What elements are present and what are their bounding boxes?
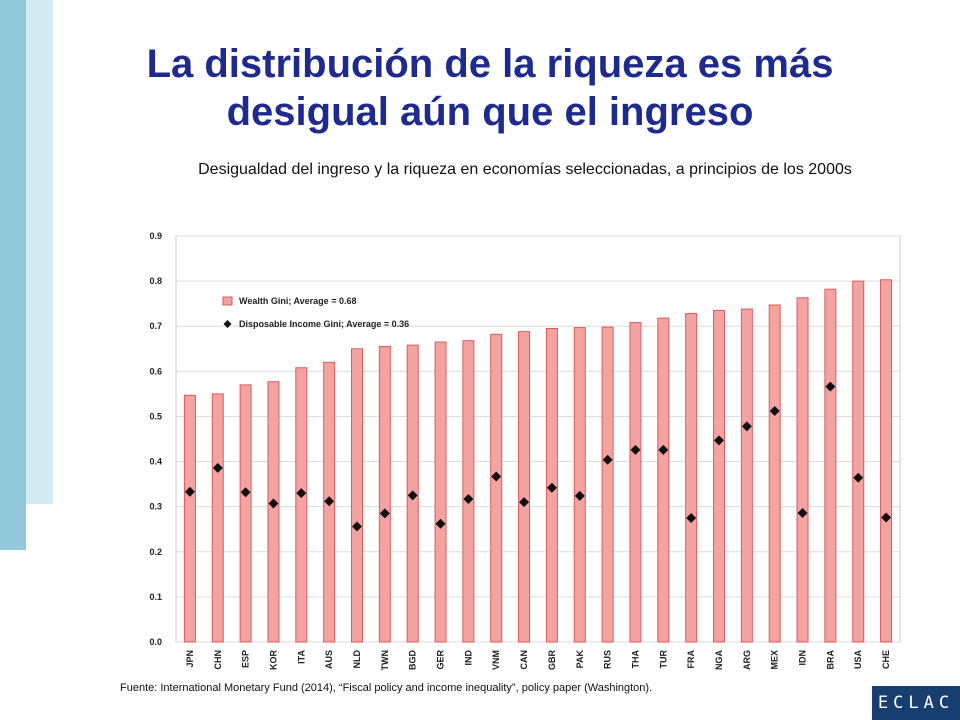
income-gini-marker <box>881 512 892 523</box>
x-tick-label: IDN <box>798 650 808 666</box>
x-tick-label: KOR <box>268 650 278 671</box>
income-gini-marker <box>463 493 474 504</box>
wealth-gini-bar <box>211 393 224 643</box>
y-tick-label: 0.4 <box>149 457 162 467</box>
x-tick-label: TWN <box>380 650 390 671</box>
x-tick-label: GBR <box>547 650 557 671</box>
y-tick-label: 0.3 <box>149 502 162 512</box>
income-gini-marker <box>797 507 808 518</box>
legend-income-label: Disposable Income Gini; Average = 0.36 <box>239 319 409 329</box>
y-tick-label: 0.0 <box>149 637 162 647</box>
y-tick-label: 0.5 <box>149 411 162 421</box>
income-gini-marker <box>630 444 641 455</box>
wealth-gini-bar <box>685 313 698 643</box>
x-tick-label: RUS <box>603 650 613 669</box>
wealth-gini-bar <box>378 346 391 643</box>
income-gini-marker <box>519 497 530 508</box>
income-gini-marker <box>853 472 864 483</box>
income-gini-marker <box>658 444 669 455</box>
x-tick-label: JPN <box>185 650 195 668</box>
income-gini-marker <box>379 508 390 519</box>
income-gini-marker <box>741 421 752 432</box>
y-tick-label: 0.7 <box>149 321 162 331</box>
income-gini-marker <box>602 454 613 465</box>
income-gini-marker <box>686 512 697 523</box>
x-tick-label: IND <box>463 650 473 666</box>
chart-subtitle: Desigualdad del ingreso y la riqueza en … <box>198 161 852 178</box>
income-gini-marker <box>714 435 724 446</box>
income-gini-marker <box>184 486 195 497</box>
slide-title: La distribución de la riqueza es más des… <box>146 42 834 134</box>
x-tick-label: VNM <box>491 650 501 670</box>
x-tick-label: CHE <box>881 650 891 669</box>
x-tick-label: ESP <box>241 650 251 668</box>
y-tick-label: 0.1 <box>149 592 162 602</box>
decor-band-dark <box>0 0 26 550</box>
x-tick-label: ITA <box>296 650 306 664</box>
wealth-gini-bar <box>852 280 865 643</box>
x-tick-label: NLD <box>352 650 362 669</box>
x-tick-label: ARG <box>742 650 752 670</box>
x-tick-label: BRA <box>825 650 835 670</box>
income-gini-marker <box>212 462 223 473</box>
wealth-gini-bar <box>239 384 252 643</box>
y-tick-label: 0.8 <box>149 276 162 286</box>
eclac-logo: ECLAC <box>872 686 960 720</box>
wealth-gini-bar <box>434 341 447 643</box>
x-tick-label: FRA <box>686 650 696 669</box>
y-tick-label: 0.2 <box>149 547 162 557</box>
income-gini-marker <box>546 482 557 493</box>
x-tick-label: BGD <box>408 650 418 671</box>
wealth-gini-bar <box>713 309 725 643</box>
wealth-gini-bar <box>295 367 308 643</box>
wealth-gini-bar <box>573 327 586 643</box>
x-tick-label: PAK <box>575 650 585 669</box>
wealth-gini-bar <box>601 326 614 643</box>
wealth-gini-bar <box>629 322 642 643</box>
legend-wealth-label: Wealth Gini; Average = 0.68 <box>239 296 356 306</box>
wealth-gini-bar <box>740 308 753 643</box>
wealth-gini-bar <box>657 317 670 643</box>
wealth-gini-bar <box>351 348 363 643</box>
income-gini-marker <box>407 490 418 501</box>
wealth-gini-bar <box>824 288 837 643</box>
income-gini-marker <box>352 521 362 532</box>
income-gini-marker <box>769 406 780 417</box>
wealth-gini-bar <box>183 394 196 643</box>
income-gini-marker <box>324 496 335 507</box>
income-gini-marker <box>268 498 279 509</box>
income-gini-marker <box>296 488 307 499</box>
income-gini-marker <box>240 487 251 498</box>
source-note: Fuente: International Monetary Fund (201… <box>120 682 653 694</box>
income-gini-marker <box>574 490 585 501</box>
y-tick-label: 0.6 <box>149 366 162 376</box>
legend-wealth-swatch <box>222 296 233 306</box>
wealth-gini-bar <box>490 333 503 643</box>
legend-income-swatch <box>223 320 232 328</box>
x-tick-label: USA <box>853 650 863 670</box>
wealth-gini-bar <box>796 297 809 643</box>
x-tick-label: GER <box>436 650 446 670</box>
x-tick-label: THA <box>630 650 640 669</box>
eclac-logo-text: ECLAC <box>877 693 955 713</box>
x-tick-label: CAN <box>519 650 529 670</box>
wealth-gini-bar <box>462 340 475 643</box>
y-tick-label: 0.9 <box>149 231 162 241</box>
x-tick-label: NGA <box>714 650 724 671</box>
income-gini-marker <box>491 471 502 482</box>
wealth-gini-bar <box>768 304 781 643</box>
x-tick-label: AUS <box>324 650 334 669</box>
x-tick-label: CHN <box>213 650 223 670</box>
wealth-gini-bar <box>518 331 531 643</box>
wealth-gini-bar <box>880 279 893 643</box>
wealth-gini-bar <box>267 381 280 643</box>
x-tick-label: MEX <box>770 650 780 670</box>
income-gini-marker <box>825 381 836 392</box>
gini-chart: 0.0 0.1 0.2 0.3 0.4 0.5 0.6 0.7 0.8 0.9 JPN CHN ESP K… <box>149 231 901 671</box>
income-gini-marker <box>435 518 446 529</box>
x-tick-label: TUR <box>658 650 668 669</box>
